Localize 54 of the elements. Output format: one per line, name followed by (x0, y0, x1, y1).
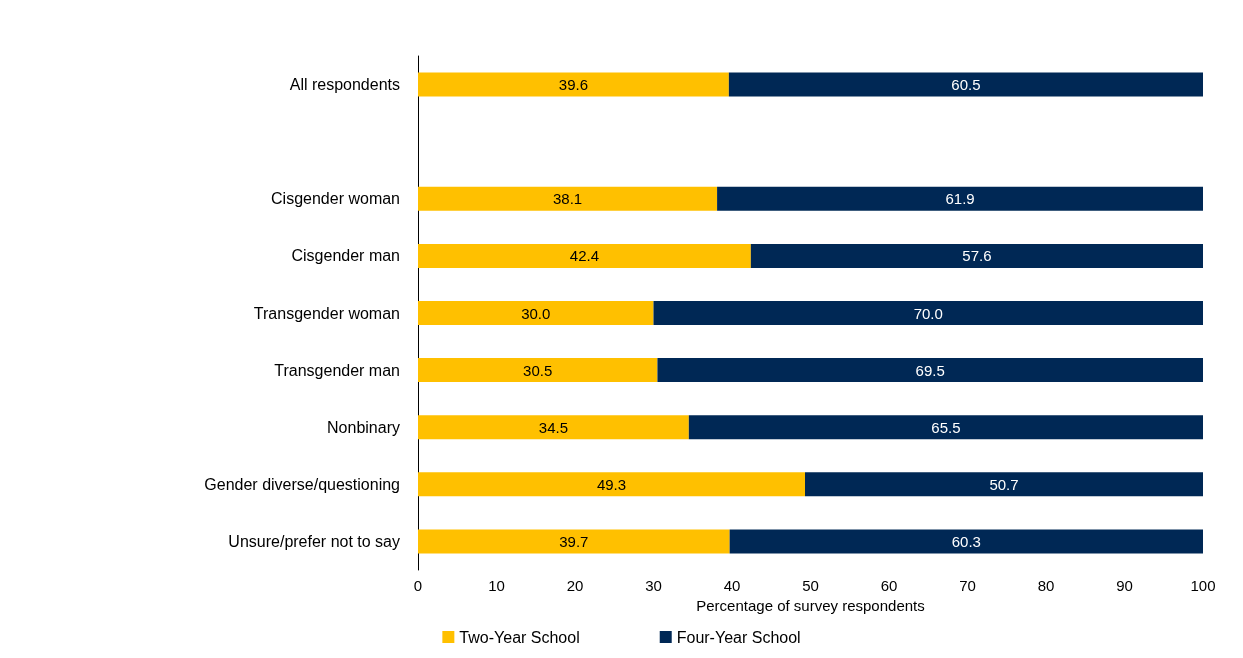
bar (418, 301, 654, 325)
x-tick-label: 30 (645, 577, 662, 594)
data-label: 39.7 (559, 532, 589, 550)
data-label: 65.5 (931, 418, 961, 436)
x-tick-label: 40 (723, 577, 741, 594)
data-label: 39.6 (558, 76, 589, 94)
bar (418, 415, 689, 440)
data-label: 60.3 (951, 532, 981, 550)
data-label: 30.0 (521, 304, 551, 322)
y-tick-label: Nonbinary (327, 418, 400, 436)
x-tick-label: 100 (1190, 577, 1216, 594)
bar (418, 72, 729, 97)
y-tick-label: Transgender man (274, 361, 400, 379)
data-label: 70.0 (913, 304, 943, 322)
legend-label: Four-Year School (676, 628, 801, 646)
y-tick-label: All respondents (289, 76, 400, 94)
bar (418, 243, 751, 268)
y-tick-label: Gender diverse/questioning (204, 475, 400, 493)
data-label: 50.7 (989, 475, 1019, 493)
legend-label: Two-Year School (459, 628, 580, 646)
bar (657, 358, 1203, 383)
bar (418, 186, 718, 211)
x-tick-label: 10 (488, 577, 505, 594)
data-label: 60.5 (951, 76, 981, 94)
bar (717, 186, 1203, 211)
x-tick-label: 20 (566, 577, 584, 594)
data-label: 30.5 (523, 361, 553, 379)
data-label: 34.5 (538, 418, 569, 436)
data-label: 57.6 (962, 247, 992, 265)
bar (418, 358, 658, 383)
data-label: 49.3 (596, 475, 627, 493)
bar (653, 301, 1203, 325)
x-tick-label: 80 (1037, 577, 1055, 594)
bar (728, 72, 1203, 97)
y-tick-label: Unsure/prefer not to say (228, 532, 400, 550)
bar (750, 243, 1203, 268)
bar (805, 472, 1203, 497)
x-tick-label: 90 (1116, 577, 1133, 594)
data-label: 38.1 (552, 190, 583, 208)
bar (688, 415, 1203, 440)
bar (729, 529, 1203, 554)
x-axis-title: Percentage of survey respondents (696, 597, 925, 614)
data-label: 69.5 (915, 361, 945, 379)
y-tick-label: Cisgender woman (271, 190, 400, 208)
x-tick-label: 50 (802, 577, 819, 594)
bar (418, 529, 730, 554)
data-label: 42.4 (569, 247, 600, 265)
y-tick-label: Transgender woman (253, 304, 400, 322)
x-tick-label: 0 (413, 577, 423, 594)
data-label: 61.9 (945, 190, 975, 208)
x-tick-label: 60 (880, 577, 898, 594)
x-tick-label: 70 (959, 577, 976, 594)
bar (418, 472, 806, 497)
y-tick-label: Cisgender man (291, 247, 400, 265)
